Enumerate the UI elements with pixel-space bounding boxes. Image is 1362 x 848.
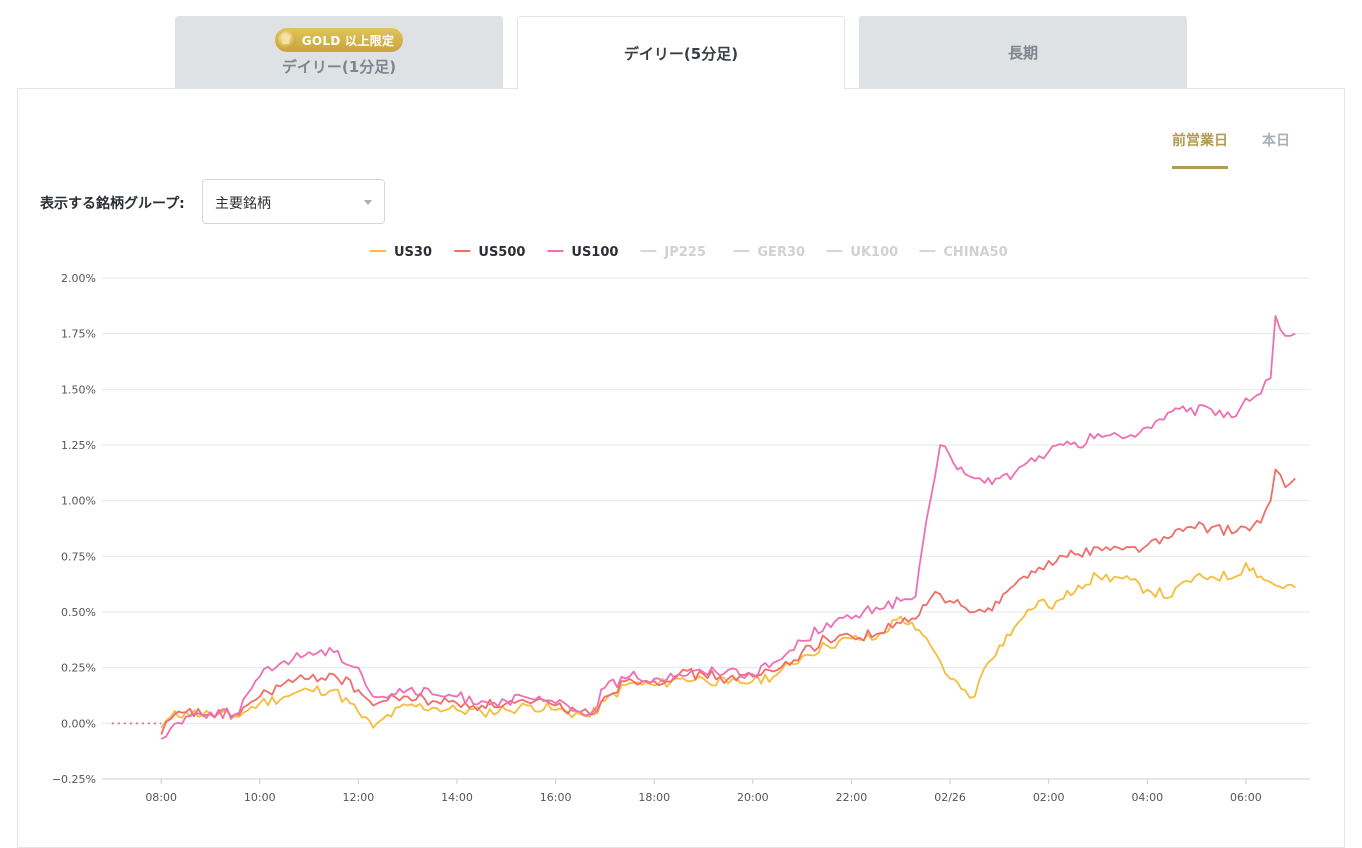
chart-tabs: GOLD 以上限定 デイリー(1分足) デイリー(5分足) 長期: [0, 0, 1362, 90]
tab-daily-5min-label: デイリー(5分足): [623, 45, 739, 63]
tab-long-term-label: 長期: [1007, 44, 1038, 62]
x-tick-label: 08:00: [145, 791, 177, 804]
y-tick-label: 0.25%: [61, 662, 96, 675]
y-tick-label: 2.00%: [61, 272, 96, 285]
gold-badge-label: GOLD 以上限定: [301, 33, 395, 48]
legend-item-uk100[interactable]: UK100: [826, 245, 898, 260]
legend-item-china50[interactable]: CHINA50: [919, 245, 1008, 260]
x-tick-label: 22:00: [836, 791, 868, 804]
legend-item-jp225[interactable]: JP225: [640, 245, 706, 260]
day-tabs: 前営業日 本日: [1172, 130, 1324, 169]
tab-previous-day[interactable]: 前営業日: [1172, 130, 1228, 169]
y-tick-label: 1.00%: [61, 495, 96, 508]
x-tick-label: 04:00: [1131, 791, 1163, 804]
gold-badge: GOLD 以上限定: [274, 28, 404, 52]
tab-today[interactable]: 本日: [1262, 133, 1290, 149]
y-tick-label: 0.50%: [61, 606, 96, 619]
legend-label: US30: [394, 245, 432, 260]
chevron-down-icon: [364, 200, 372, 205]
series-line-us100: [160, 314, 1296, 740]
legend-item-us500[interactable]: US500: [454, 245, 525, 260]
group-label: 表示する銘柄グループ:: [40, 196, 185, 212]
legend-label: CHINA50: [943, 245, 1007, 260]
series-line-us500: [160, 468, 1296, 735]
tab-daily-1min-label: デイリー(1分足): [281, 58, 397, 76]
group-select[interactable]: 主要銘柄: [202, 179, 385, 224]
legend-label: US500: [478, 245, 525, 260]
group-select-value: 主要銘柄: [215, 196, 271, 212]
performance-chart: 2.00% 1.75% 1.50% 1.25% 1.00% 0.75% 0.50% 0.25%…: [52, 245, 1310, 804]
x-tick-label: 18:00: [638, 791, 670, 804]
legend-label: JP225: [663, 245, 706, 260]
x-tick-label: 06:00: [1230, 791, 1262, 804]
y-tick-label: 1.25%: [61, 439, 96, 452]
y-tick-label: 0.00%: [61, 717, 96, 730]
x-tick-label: 02:00: [1033, 791, 1065, 804]
series-line-us30: [160, 562, 1296, 729]
tab-daily-1min[interactable]: GOLD 以上限定 デイリー(1分足): [175, 16, 503, 89]
x-tick-label: 10:00: [244, 791, 276, 804]
legend-item-us30[interactable]: US30: [370, 245, 432, 260]
x-tick-label: 12:00: [343, 791, 375, 804]
legend-item-us100[interactable]: US100: [547, 245, 618, 260]
y-tick-label: 1.50%: [61, 383, 96, 396]
y-tick-label: 0.75%: [61, 550, 96, 563]
gold-gem-icon: [277, 31, 296, 49]
legend-item-ger30[interactable]: GER30: [733, 245, 805, 260]
legend-label: US100: [571, 245, 618, 260]
x-tick-label: 02/26: [934, 791, 966, 804]
y-tick-label: −0.25%: [52, 773, 96, 786]
x-tick-label: 16:00: [540, 791, 572, 804]
legend-label: GER30: [757, 245, 805, 260]
x-tick-label: 14:00: [441, 791, 473, 804]
y-tick-label: 1.75%: [61, 328, 96, 341]
tab-long-term[interactable]: 長期: [859, 16, 1187, 89]
x-tick-label: 20:00: [737, 791, 769, 804]
legend-label: UK100: [850, 245, 898, 260]
tab-daily-5min[interactable]: デイリー(5分足): [517, 16, 845, 90]
